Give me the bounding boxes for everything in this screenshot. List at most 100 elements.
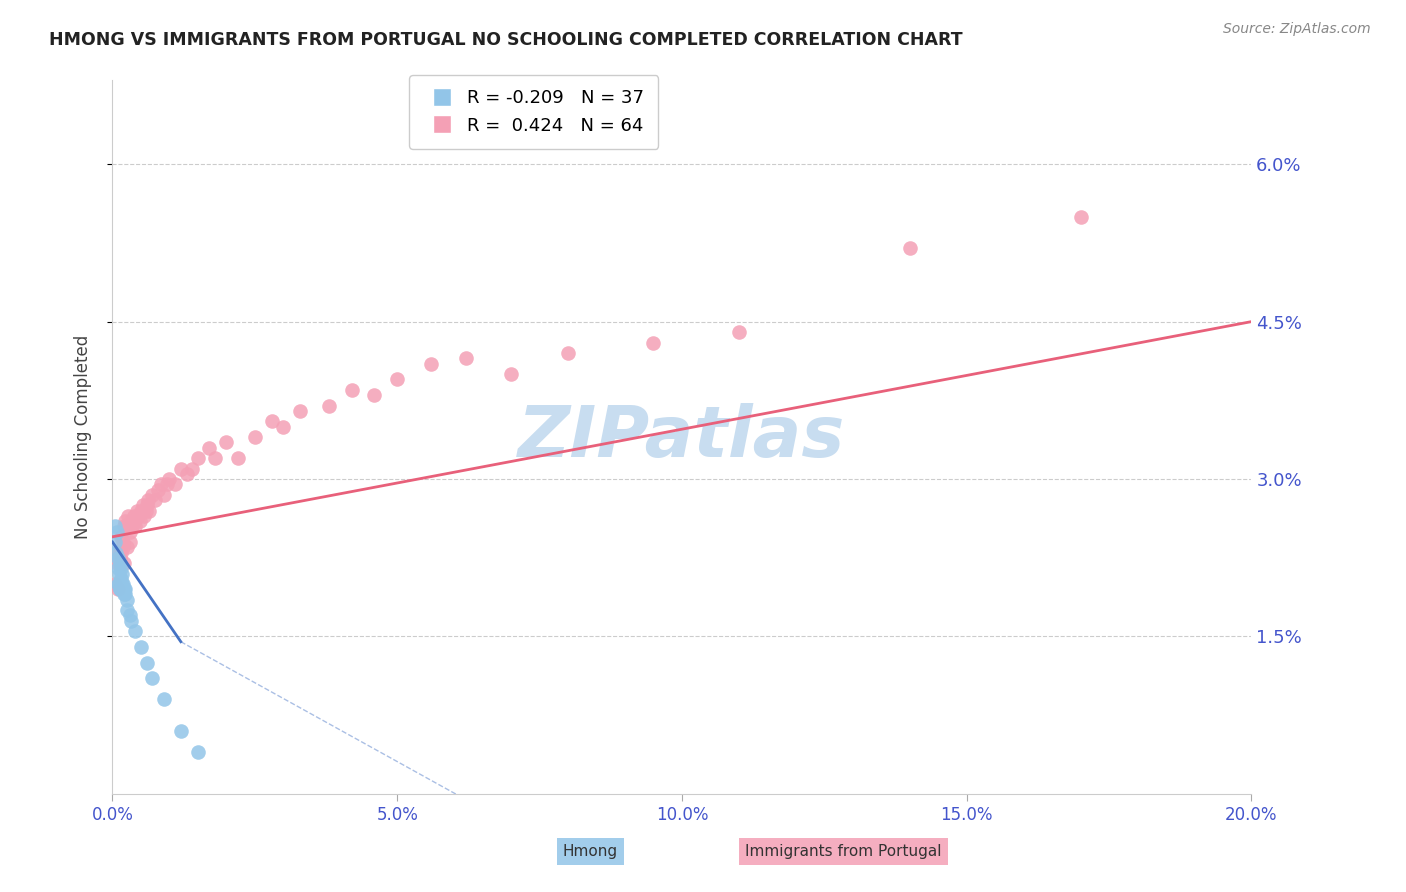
Point: [124, 519, 146, 533]
Point: [1069, 210, 1091, 224]
Text: Immigrants from Portugal: Immigrants from Portugal: [745, 845, 942, 859]
Point: [110, 561, 132, 575]
Point: [271, 419, 295, 434]
Point: [176, 467, 198, 481]
Point: [318, 399, 340, 413]
Point: [643, 335, 665, 350]
Point: [115, 592, 138, 607]
Point: [131, 498, 153, 512]
Point: [363, 388, 385, 402]
Point: [118, 535, 141, 549]
Point: [260, 414, 283, 428]
Point: [226, 451, 249, 466]
Point: [108, 550, 131, 565]
Point: [124, 624, 146, 639]
Point: [110, 566, 132, 581]
Point: [198, 441, 221, 455]
Point: [146, 483, 169, 497]
Point: [115, 541, 138, 555]
Point: [243, 430, 266, 444]
Point: [152, 692, 174, 706]
Point: [112, 556, 135, 570]
Point: [112, 582, 135, 597]
Legend: R = -0.209   N = 37, R =  0.424   N = 64: R = -0.209 N = 37, R = 0.424 N = 64: [409, 75, 658, 149]
Point: [111, 541, 134, 555]
Point: [112, 519, 135, 533]
Point: [110, 572, 132, 586]
Point: [728, 325, 751, 339]
Point: [135, 498, 157, 512]
Point: [125, 503, 148, 517]
Point: [110, 530, 132, 544]
Point: [105, 556, 128, 570]
Point: [165, 477, 187, 491]
Point: [117, 508, 139, 523]
Text: ZIPatlas: ZIPatlas: [519, 402, 845, 472]
Point: [120, 614, 142, 628]
Point: [898, 241, 921, 255]
Point: [204, 451, 226, 466]
Point: [108, 556, 131, 570]
Point: [105, 524, 128, 539]
Point: [135, 656, 157, 670]
Point: [110, 577, 132, 591]
Point: [104, 577, 127, 591]
Point: [110, 545, 132, 559]
Point: [501, 367, 523, 381]
Point: [110, 582, 132, 597]
Point: [121, 519, 143, 533]
Point: [152, 488, 174, 502]
Point: [118, 608, 141, 623]
Point: [108, 577, 131, 591]
Text: HMONG VS IMMIGRANTS FROM PORTUGAL NO SCHOOLING COMPLETED CORRELATION CHART: HMONG VS IMMIGRANTS FROM PORTUGAL NO SCH…: [49, 31, 963, 49]
Text: Hmong: Hmong: [562, 845, 619, 859]
Point: [138, 493, 160, 508]
Point: [120, 514, 142, 528]
Point: [114, 582, 136, 597]
Point: [170, 723, 193, 738]
Point: [129, 640, 152, 654]
Point: [138, 503, 160, 517]
Point: [115, 519, 138, 533]
Point: [114, 514, 136, 528]
Point: [215, 435, 238, 450]
Point: [107, 577, 129, 591]
Point: [141, 488, 163, 502]
Point: [107, 550, 129, 565]
Point: [159, 472, 180, 486]
Point: [111, 582, 134, 597]
Point: [104, 535, 127, 549]
Point: [385, 372, 409, 386]
Point: [111, 582, 134, 597]
Point: [128, 514, 150, 528]
Point: [112, 587, 135, 601]
Point: [129, 503, 152, 517]
Point: [104, 519, 127, 533]
Point: [149, 477, 172, 491]
Point: [557, 346, 579, 360]
Point: [134, 503, 156, 517]
Point: [117, 603, 139, 617]
Point: [132, 508, 155, 523]
Point: [108, 566, 131, 581]
Point: [108, 582, 131, 597]
Point: [143, 493, 166, 508]
Point: [107, 561, 129, 575]
Point: [141, 672, 163, 686]
Text: Source: ZipAtlas.com: Source: ZipAtlas.com: [1223, 22, 1371, 37]
Point: [170, 461, 193, 475]
Y-axis label: No Schooling Completed: No Schooling Completed: [73, 335, 91, 539]
Point: [122, 508, 145, 523]
Point: [181, 461, 204, 475]
Point: [420, 357, 443, 371]
Point: [112, 582, 135, 597]
Point: [290, 404, 312, 418]
Point: [107, 582, 129, 597]
Point: [155, 477, 177, 491]
Point: [118, 524, 141, 539]
Point: [340, 383, 363, 397]
Point: [111, 535, 134, 549]
Point: [127, 508, 149, 523]
Point: [111, 577, 134, 591]
Point: [187, 745, 209, 759]
